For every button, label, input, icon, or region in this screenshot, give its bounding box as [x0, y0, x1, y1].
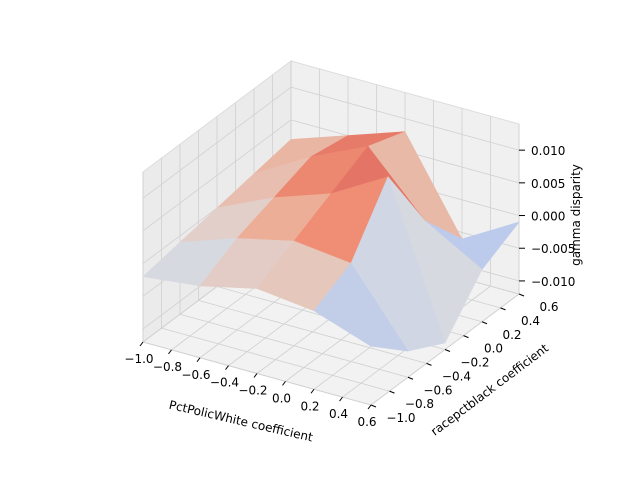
- z-tick-label: 0.010: [531, 144, 565, 158]
- grid-line: [142, 119, 292, 232]
- tick-mark: [370, 404, 377, 408]
- tick-mark: [139, 341, 144, 347]
- tick-marks: [139, 149, 525, 410]
- y-tick-label: −0.2: [460, 356, 489, 370]
- z-tick-label: 0.000: [531, 210, 565, 224]
- y-tick-label: 0.0: [484, 342, 503, 356]
- tick-mark: [339, 396, 343, 402]
- tick-mark: [282, 381, 286, 386]
- y-tick-label: −1.0: [386, 411, 415, 425]
- tick-mark: [500, 307, 506, 311]
- y-tick-label: −0.4: [442, 369, 471, 383]
- x-tick-label: −0.6: [181, 368, 210, 382]
- x-axis-label: PctPolicWhite coefficient: [168, 398, 315, 445]
- x-tick-label: −0.2: [238, 384, 267, 398]
- tick-mark: [407, 376, 414, 380]
- grid-line: [161, 327, 390, 392]
- x-tick-label: 0.2: [300, 399, 319, 413]
- x-tick-label: 0.4: [329, 407, 348, 421]
- y-tick-label: −0.8: [405, 397, 434, 411]
- tick-mark: [310, 388, 315, 394]
- grid-line: [179, 313, 409, 378]
- tick-mark: [196, 357, 201, 363]
- y-tick-label: 0.6: [539, 300, 558, 314]
- tick-mark: [463, 335, 469, 339]
- y-tick-label: −0.6: [423, 383, 452, 397]
- grid-line: [142, 86, 292, 199]
- grid-line: [290, 86, 520, 151]
- z-tick-label: −0.005: [531, 242, 575, 256]
- x-tick-label: −0.8: [153, 360, 182, 374]
- z-axis-label: gamma disparity: [569, 164, 583, 266]
- tick-labels: −1.0−0.8−0.6−0.4−0.20.00.20.40.6 −1.0−0.8…: [124, 144, 575, 429]
- tick-mark: [426, 362, 432, 366]
- tick-mark: [444, 349, 451, 352]
- x-tick-label: 0.6: [357, 415, 376, 429]
- tick-mark: [367, 404, 372, 410]
- surface-plot: [142, 131, 520, 352]
- y-tick-label: 0.2: [502, 328, 521, 342]
- x-tick-label: 0.0: [272, 391, 291, 405]
- grid-line: [198, 299, 427, 364]
- tick-mark: [389, 390, 395, 394]
- tick-mark: [518, 293, 525, 297]
- x-tick-label: −1.0: [124, 352, 153, 366]
- tick-mark: [168, 349, 172, 355]
- tick-mark: [481, 321, 488, 325]
- tick-mark: [225, 365, 229, 370]
- surface-facet: [313, 262, 409, 352]
- z-tick-label: −0.010: [531, 275, 575, 289]
- tick-mark: [253, 373, 258, 378]
- x-tick-label: −0.4: [210, 376, 239, 390]
- y-tick-label: 0.4: [521, 314, 540, 328]
- z-tick-label: 0.005: [531, 177, 565, 191]
